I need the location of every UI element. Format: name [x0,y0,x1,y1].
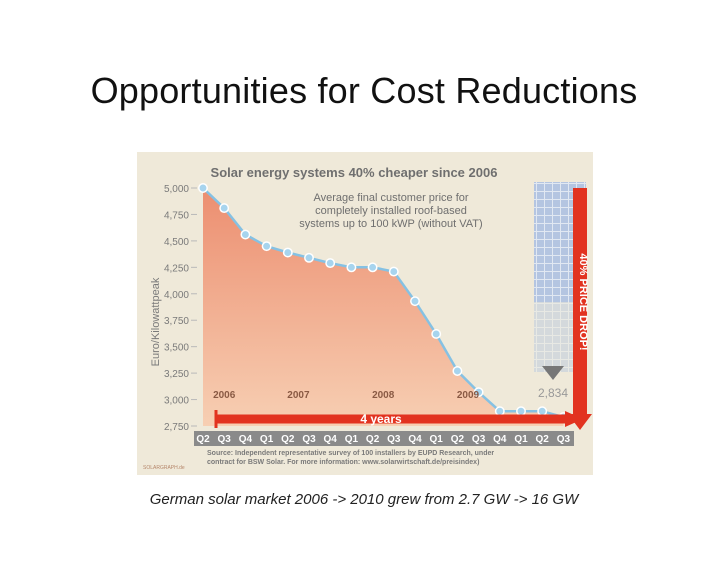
data-point-16 [537,406,548,417]
year-label-2007: 2007 [287,390,310,401]
y-tick-label: 4,000 [164,290,189,301]
x-tick-label: Q2 [451,434,465,445]
slide-caption: German solar market 2006 -> 2010 grew fr… [149,491,579,508]
data-point-15 [516,406,526,417]
data-point-1 [219,203,230,214]
y-tick-label: 4,500 [164,237,189,248]
data-point-10 [410,296,420,307]
x-tick-label: Q1 [260,434,274,445]
data-point-11 [431,329,442,339]
annotation-line-1: Average final customer price for [313,192,468,204]
four-years-label: 4 years [360,412,402,426]
x-tick-label: Q1 [345,434,359,445]
data-point-5 [304,252,314,263]
data-point-2 [240,229,251,240]
data-point-8 [367,262,378,273]
x-axis-bar [194,431,574,446]
annotation-line-3: systems up to 100 kWP (without VAT) [299,218,482,230]
annotation-text: Average final customer price for complet… [299,192,482,230]
annotation-line-2: completely installed roof-based [315,205,467,217]
source-line-2: contract for BSW Solar. For more informa… [207,459,479,466]
x-tick-label: Q1 [430,434,444,445]
x-tick-label: Q4 [493,434,507,445]
data-point-9 [388,266,399,277]
data-point-0 [198,183,208,193]
year-label-2006: 2006 [213,390,236,401]
end-pointer-triangle [542,366,564,380]
x-tick-label: Q3 [387,434,401,445]
data-point-6 [325,258,336,269]
chart-figure: Solar energy systems 40% cheaper since 2… [137,152,593,475]
price-area [203,188,564,426]
x-tick-label: Q3 [302,434,316,445]
y-tick-label: 2,750 [164,422,189,433]
x-tick-label: Q3 [218,434,232,445]
year-label-2008: 2008 [372,390,395,401]
y-tick-label: 4,250 [164,263,189,274]
x-tick-label: Q2 [196,434,210,445]
price-drop-label: 40% PRICE DROP! [577,253,589,350]
chart-title: Solar energy systems 40% cheaper since 2… [211,165,498,180]
data-point-3 [261,241,272,252]
x-tick-label: Q3 [557,434,571,445]
slide-title: Opportunities for Cost Reductions [90,70,638,111]
x-tick-label: Q4 [239,434,253,445]
y-tick-label: 3,750 [164,316,189,327]
y-tick-label: 3,000 [164,396,189,407]
y-tick-label: 4,750 [164,210,189,221]
data-point-4 [282,247,293,258]
x-tick-label: Q4 [408,434,422,445]
x-tick-label: Q2 [536,434,550,445]
data-point-14 [494,406,505,417]
source-note: Source: Independent representative surve… [207,450,494,466]
credit-label: SOLARGRAPH.de [143,465,185,471]
price-drop-arrow-head [568,414,592,430]
data-point-7 [346,262,357,273]
source-line-1: Source: Independent representative surve… [207,450,494,457]
x-tick-label: Q4 [324,434,338,445]
x-tick-label: Q2 [366,434,380,445]
x-tick-label: Q1 [514,434,528,445]
x-tick-label: Q2 [281,434,295,445]
data-point-13 [473,387,484,398]
y-tick-label: 3,250 [164,369,189,380]
price-drop-arrow: 40% PRICE DROP! [568,188,592,430]
year-label-2009: 2009 [457,390,480,401]
data-point-12 [452,366,463,376]
x-tick-label: Q3 [472,434,486,445]
price-drop-bar [573,188,587,416]
end-value-label: 2,834 [538,386,568,400]
price-chart: Solar energy systems 40% cheaper since 2… [137,152,593,475]
y-tick-label: 3,500 [164,343,189,354]
y-axis-label: Euro/Kilowattpeak [150,277,162,366]
y-tick-label: 5,000 [164,184,189,195]
